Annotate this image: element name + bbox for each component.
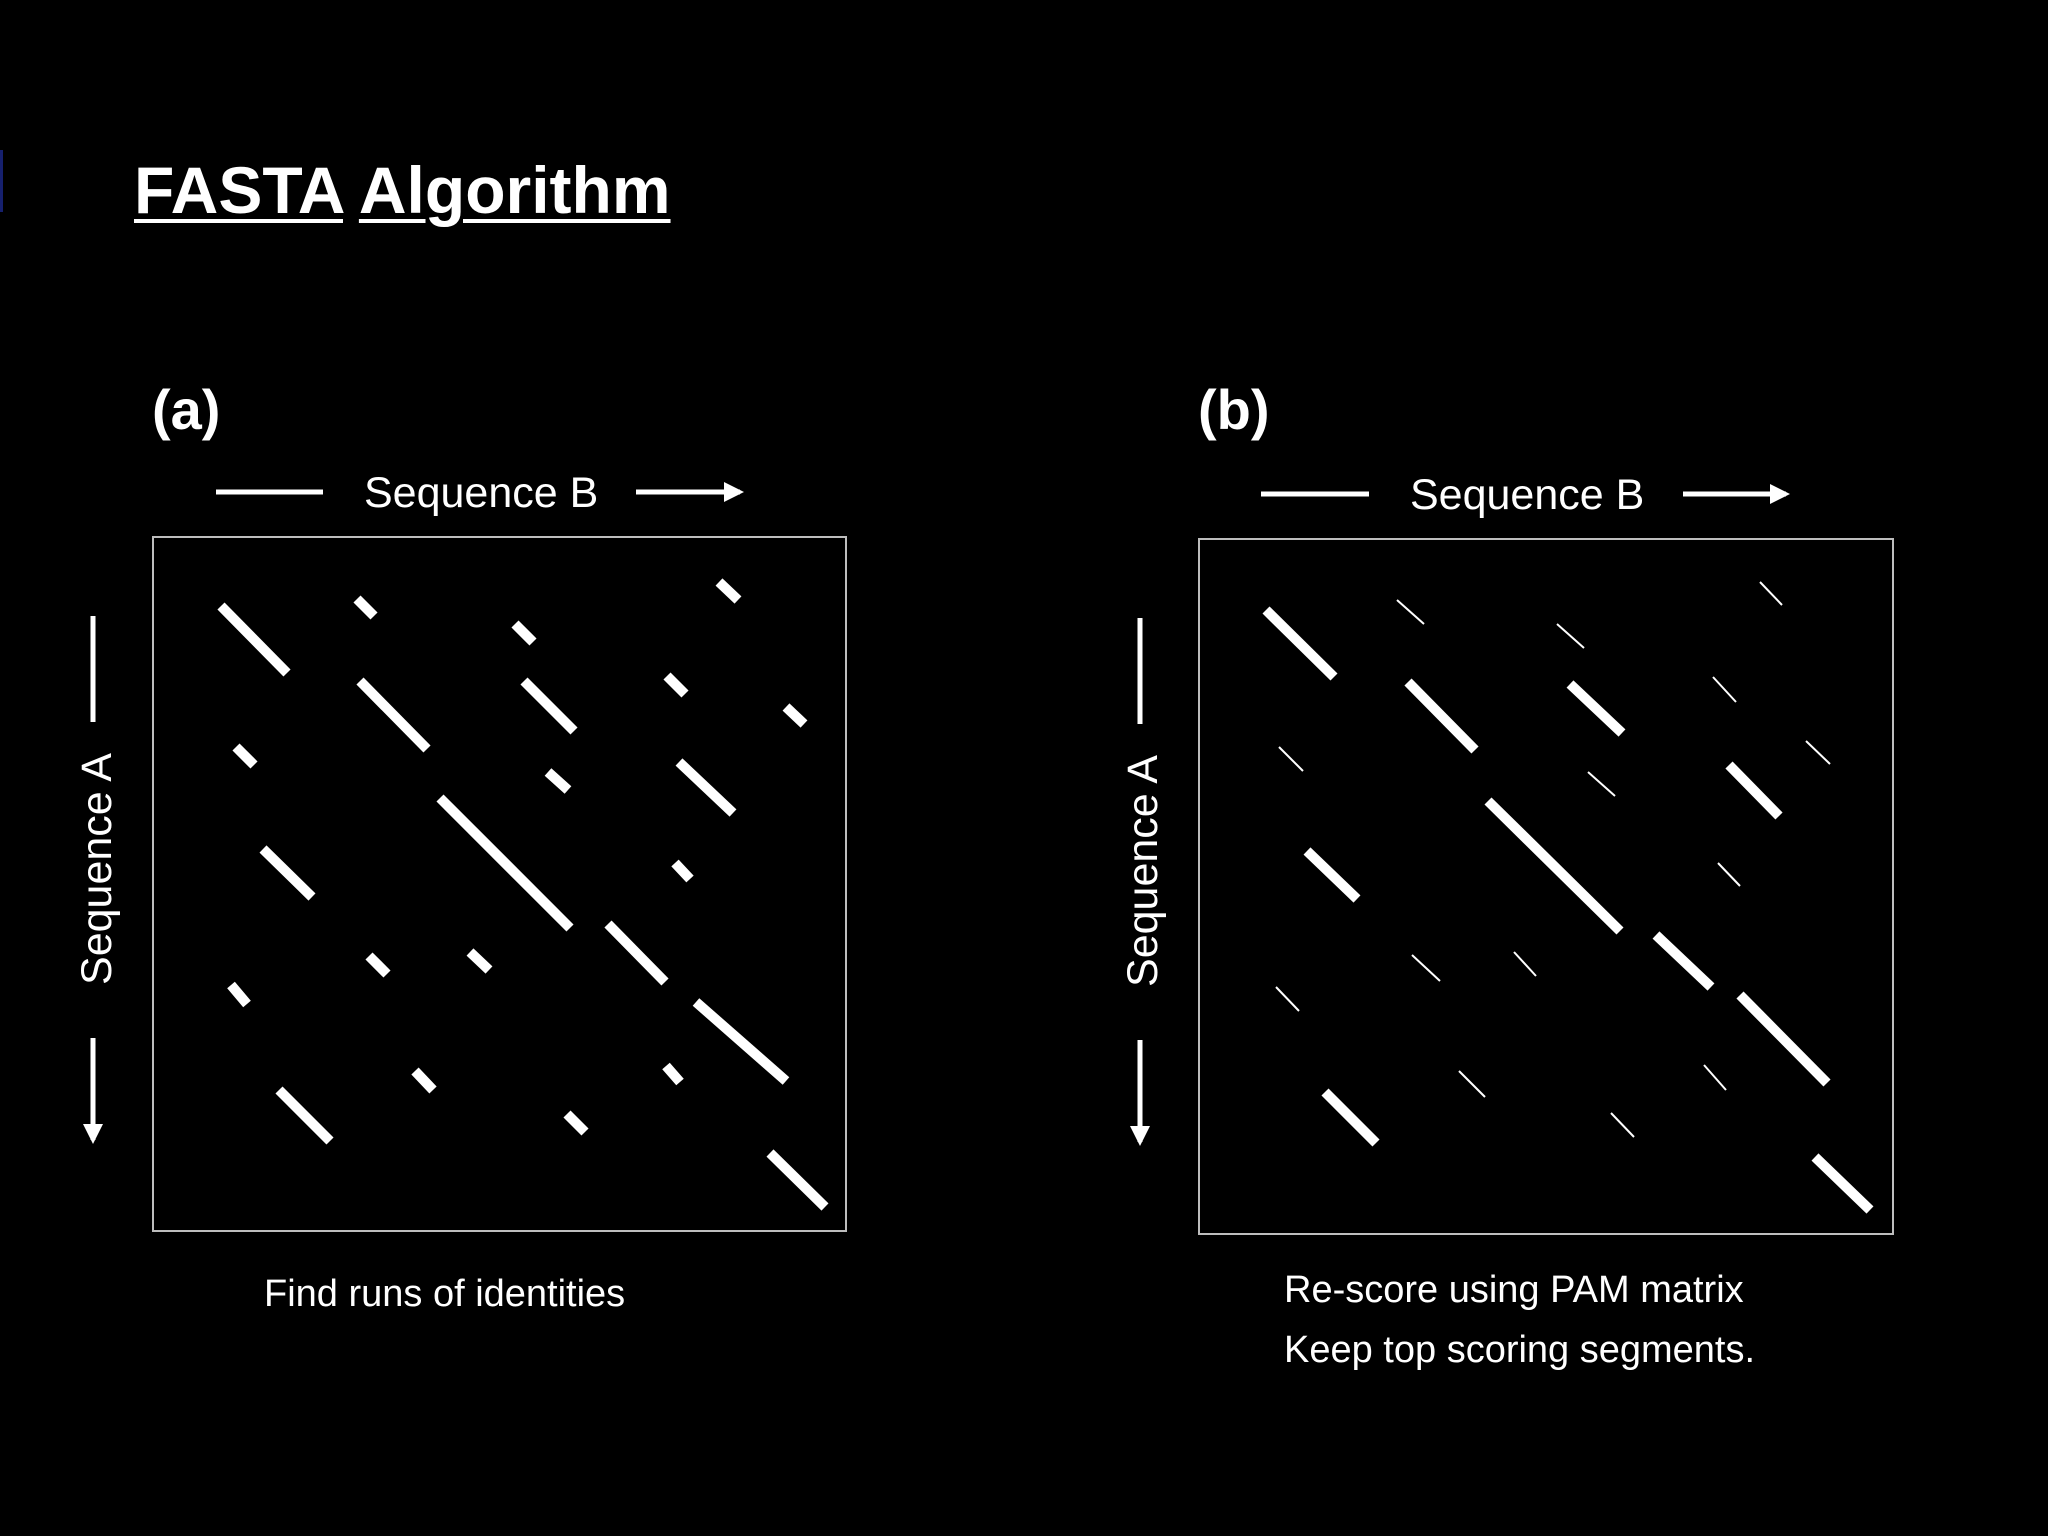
panel-b-frame [1198,538,1894,1235]
panel-b-caption-line-2: Keep top scoring segments. [1284,1329,1756,1371]
title-word-fasta: FASTA [134,153,343,227]
panel-b-run-2 [1396,599,1425,625]
panel-a-run-17 [466,948,493,974]
panel-a-diagonal-runs [217,578,829,1211]
panel-a-run-7 [663,672,689,698]
accent-bar [0,150,3,212]
panel-a-x-axis-label: Sequence B [364,469,599,517]
panel-b-run-15 [1652,931,1715,991]
panel-a-run-2 [353,595,378,620]
panel-b-caption-line-1: Re-score using PAM matrix [1284,1269,1744,1311]
panel-b-run-11 [1725,761,1783,820]
panel-b-run-22 [1321,1088,1380,1147]
panel-b-run-13 [1303,847,1361,903]
panel-b-run-6 [1566,680,1626,737]
panel-a-run-12 [436,794,574,932]
panel-a-run-20 [411,1067,437,1094]
panel-b-x-axis-label: Sequence B [1410,471,1645,519]
panel-a-run-5 [356,677,431,753]
panel-b-run-21 [1703,1064,1727,1091]
panel-a-frame [152,536,847,1232]
panel-b-run-5 [1404,678,1479,754]
panel-b-run-3 [1556,623,1585,649]
panel-b-run-18 [1275,986,1300,1012]
panel-a-run-9 [232,743,258,769]
panel-b-run-7 [1712,676,1737,703]
panel-a-run-15 [604,920,669,986]
panel-b-run-14 [1717,862,1741,887]
panel-b-run-10 [1587,771,1616,797]
panel-b-label: (b) [1198,378,1270,441]
panel-b-run-9 [1278,746,1304,772]
panel-b-run-16 [1411,954,1441,982]
panel-a-label: (a) [152,378,221,441]
panel-a-run-13 [259,845,316,901]
panel-b-run-1 [1262,606,1338,681]
panel-a-run-11 [675,758,737,817]
panel-a-run-23 [563,1110,589,1136]
panel-b-caption: Re-score using PAM matrix Keep top scori… [1284,1260,1755,1380]
panel-a-caption: Find runs of identities [264,1264,625,1324]
panel-a-caption-line-1: Find runs of identities [264,1273,626,1315]
panel-b-run-23 [1610,1112,1635,1138]
panel-b-run-20 [1458,1070,1486,1098]
panel-b-run-19 [1736,991,1831,1087]
panel-a-run-24 [766,1149,829,1211]
panel-a-run-14 [671,859,694,883]
panel-b-diagonal-runs [1262,581,1874,1214]
panel-a-run-3 [511,620,537,646]
panel-b-run-24 [1811,1153,1874,1214]
panel-a-run-22 [275,1086,334,1145]
title-word-algorithm: Algorithm [358,153,671,227]
panel-b-run-8 [1805,740,1831,765]
panel-b-run-4 [1759,581,1783,606]
panel-b-run-17 [1513,951,1537,977]
panel-b-run-12 [1484,797,1624,935]
panel-a-run-1 [217,602,291,677]
panel-a-run-8 [782,703,808,728]
panel-a-run-18 [227,981,251,1008]
panel-a-run-16 [365,952,391,978]
panel-a-run-4 [715,578,742,604]
panel-a-run-21 [662,1062,684,1086]
slide-title: FASTA Algorithm [134,150,671,230]
panel-a-run-19 [692,998,790,1085]
panel-a-run-10 [544,768,572,794]
panel-a-run-6 [520,677,578,735]
